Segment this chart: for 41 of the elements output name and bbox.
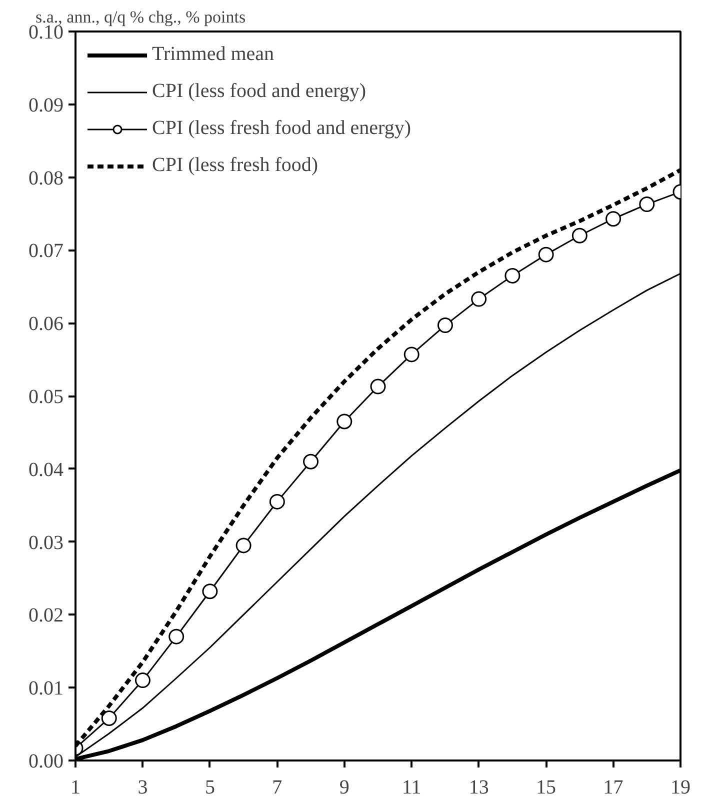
y-tick-label: 0.08 (28, 167, 64, 190)
x-tick-label: 19 (670, 776, 690, 798)
y-tick-label: 0.04 (28, 458, 64, 481)
point (437, 318, 453, 334)
x-tick-label: 15 (536, 776, 556, 798)
x-tick-label: 3 (138, 776, 148, 798)
point (202, 584, 218, 600)
point (538, 246, 554, 262)
y-tick-label: 0.06 (28, 313, 64, 336)
point (404, 346, 420, 362)
x-tick-label: 7 (272, 776, 282, 798)
x-tick-label: 1 (70, 776, 80, 798)
y-tick-label: 0.02 (28, 604, 64, 627)
point (504, 268, 520, 284)
x-tick-label: 13 (468, 776, 489, 798)
y-tick-label: 0.00 (28, 750, 64, 772)
x-tick-label: 5 (204, 776, 215, 798)
point (269, 494, 285, 510)
point (134, 672, 150, 688)
legend-label: Trimmed mean (152, 43, 274, 66)
point (336, 414, 352, 430)
legend-label: CPI (less fresh food and energy) (152, 117, 412, 140)
y-tick-label: 0.01 (28, 678, 64, 700)
point (168, 628, 184, 644)
legend-label: CPI (less food and energy) (152, 80, 366, 103)
point (572, 228, 588, 244)
x-tick-label: 9 (339, 776, 350, 798)
y-tick-label: 0.05 (28, 386, 64, 408)
point (606, 211, 622, 227)
point (303, 454, 319, 470)
point (471, 291, 487, 307)
y-tick-label: 0.03 (28, 532, 64, 554)
x-tick-label: 17 (603, 776, 624, 798)
legend-label: CPI (less fresh food) (152, 154, 318, 177)
point (370, 378, 386, 394)
y-tick-label: 0.09 (28, 94, 64, 116)
point (101, 710, 117, 726)
x-tick-label: 11 (402, 776, 422, 798)
point (236, 538, 252, 554)
point (639, 196, 655, 212)
y-tick-label: 0.07 (28, 240, 64, 262)
